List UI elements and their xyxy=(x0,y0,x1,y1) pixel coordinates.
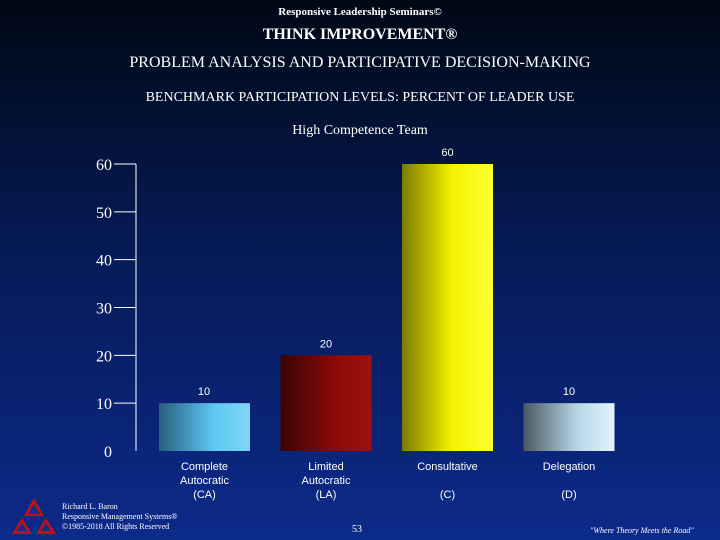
page-title: THINK IMPROVEMENT® xyxy=(262,26,458,43)
y-tick-label: 40 xyxy=(96,253,112,270)
y-tick-label: 30 xyxy=(96,301,112,318)
category-label: Limited xyxy=(308,461,343,473)
company-name: Responsive Management Systems® xyxy=(62,512,178,521)
category-label: Complete xyxy=(181,461,228,473)
section-heading: BENCHMARK PARTICIPATION LEVELS: PERCENT … xyxy=(145,90,575,105)
category-label: Delegation xyxy=(543,461,596,473)
page-subtitle: PROBLEM ANALYSIS AND PARTICIPATIVE DECIS… xyxy=(129,54,591,71)
y-tick-label: 60 xyxy=(96,157,112,174)
y-tick-label: 50 xyxy=(96,205,112,222)
company-logo xyxy=(12,498,56,534)
page-number: 53 xyxy=(352,524,362,535)
category-label: (CA) xyxy=(193,489,216,501)
category-label: Autocratic xyxy=(180,475,229,487)
category-label: Autocratic xyxy=(302,475,351,487)
data-label: 20 xyxy=(320,338,332,350)
category-label: Consultative xyxy=(417,461,478,473)
tagline: "Where Theory Meets the Road" xyxy=(590,526,694,535)
data-label: 10 xyxy=(198,386,210,398)
bar xyxy=(280,355,372,451)
category-label: (LA) xyxy=(316,489,337,501)
chart-title: High Competence Team xyxy=(292,123,428,138)
category-label: (C) xyxy=(440,489,455,501)
y-tick-label: 20 xyxy=(96,348,112,365)
data-label: 10 xyxy=(563,386,575,398)
author-info: Richard L. Baron Responsive Management S… xyxy=(62,502,177,532)
copyright: ©1985-2018 All Rights Reserved xyxy=(62,522,170,531)
category-label: (D) xyxy=(561,489,576,501)
bar xyxy=(159,403,250,451)
bar xyxy=(523,403,615,451)
bar xyxy=(402,164,493,451)
data-label: 60 xyxy=(441,147,453,159)
author-name: Richard L. Baron xyxy=(62,502,118,511)
brand-line: Responsive Leadership Seminars© xyxy=(278,6,442,18)
y-tick-label: 10 xyxy=(96,396,112,413)
y-tick-label: 0 xyxy=(104,444,112,461)
